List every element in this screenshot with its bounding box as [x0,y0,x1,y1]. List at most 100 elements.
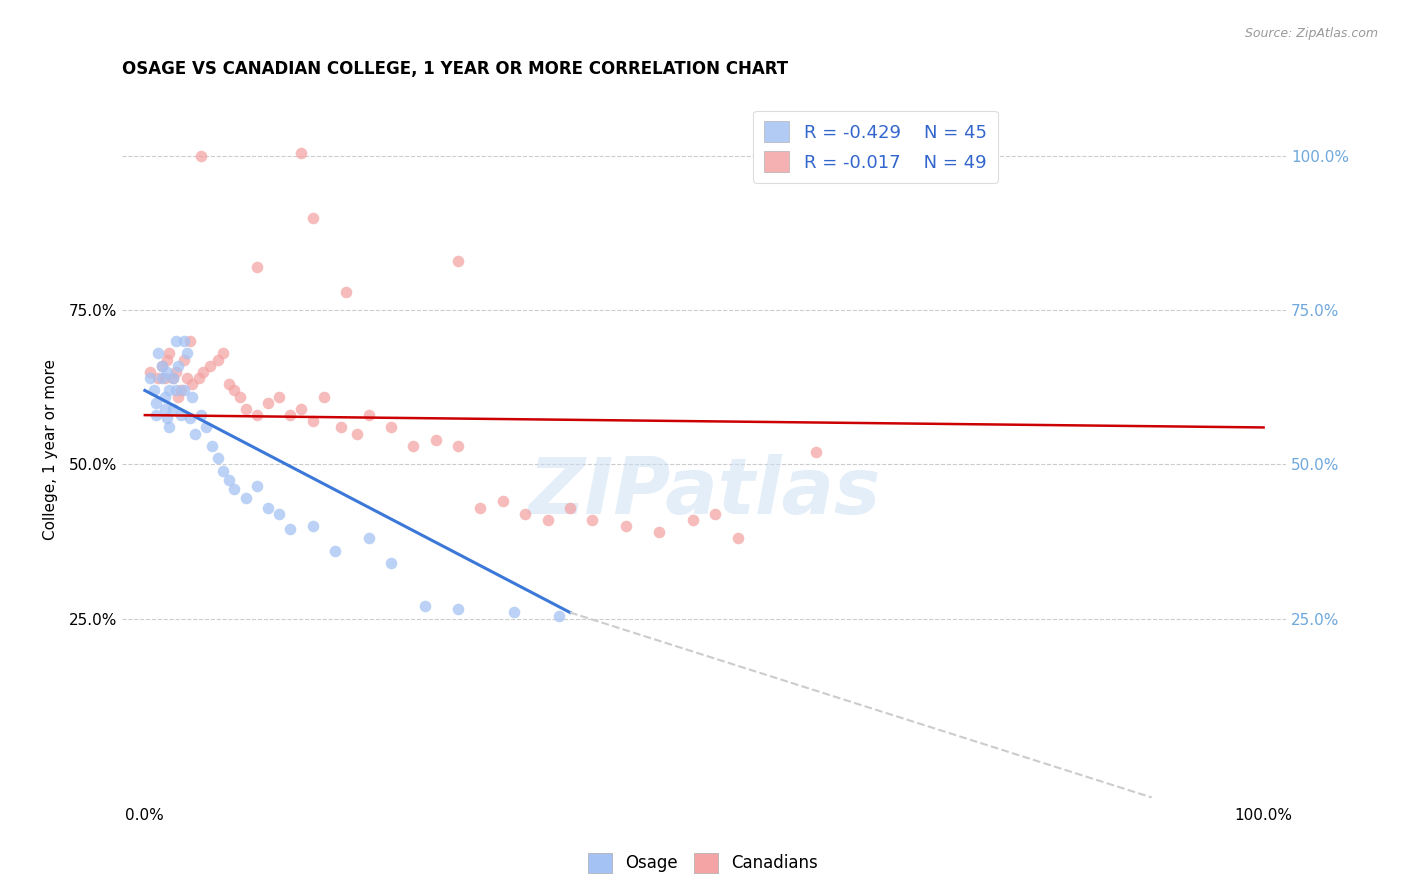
Point [558,500,581,515]
Legend: Osage, Canadians: Osage, Canadians [582,847,824,880]
Point [162,371,184,385]
Point [180,377,202,392]
Point [148,346,170,360]
Point [201,439,224,453]
Point [159,384,181,398]
Point [312,390,335,404]
Point [153,371,176,385]
Point [470,500,492,515]
Point [727,532,749,546]
Point [503,606,526,620]
Point [156,365,179,379]
Point [380,556,402,570]
Point [169,408,191,422]
Point [159,346,181,360]
Point [235,491,257,506]
Point [176,346,198,360]
Point [173,352,195,367]
Point [425,433,447,447]
Point [173,334,195,348]
Point [142,384,165,398]
Point [682,513,704,527]
Point [145,408,167,422]
Point [139,371,162,385]
Point [402,439,425,453]
Point [547,608,569,623]
Point [357,532,380,546]
Point [301,414,323,428]
Point [301,211,323,225]
Point [162,401,184,416]
Point [246,408,269,422]
Text: OSAGE VS CANADIAN COLLEGE, 1 YEAR OR MORE CORRELATION CHART: OSAGE VS CANADIAN COLLEGE, 1 YEAR OR MOR… [122,60,789,78]
Point [165,384,187,398]
Point [380,420,402,434]
Point [614,519,637,533]
Point [159,420,181,434]
Point [581,513,603,527]
Point [165,365,187,379]
Point [162,371,184,385]
Point [212,346,235,360]
Text: ZIPatlas: ZIPatlas [529,453,880,530]
Point [167,390,190,404]
Point [176,371,198,385]
Point [357,408,380,422]
Point [195,420,218,434]
Point [246,260,269,274]
Point [150,371,173,385]
Point [191,365,214,379]
Y-axis label: College, 1 year or more: College, 1 year or more [44,359,58,540]
Point [153,401,176,416]
Point [150,359,173,373]
Point [218,377,240,392]
Point [246,479,269,493]
Point [156,411,179,425]
Point [198,359,221,373]
Point [447,254,470,268]
Point [413,599,436,614]
Point [648,525,671,540]
Point [180,390,202,404]
Point [229,390,252,404]
Point [179,334,201,348]
Point [224,482,246,496]
Point [190,149,212,163]
Point [257,396,280,410]
Point [150,359,173,373]
Point [278,408,301,422]
Point [145,396,167,410]
Point [179,411,201,425]
Point [269,507,291,521]
Point [290,146,312,161]
Point [148,371,170,385]
Point [207,352,229,367]
Point [184,426,207,441]
Point [153,390,176,404]
Point [536,513,558,527]
Point [278,522,301,536]
Point [139,365,162,379]
Point [447,602,470,616]
Point [167,359,190,373]
Point [165,334,187,348]
Point [290,401,312,416]
Point [447,439,470,453]
Point [515,507,537,521]
Point [704,507,727,521]
Point [335,285,357,299]
Point [212,464,235,478]
Point [346,426,368,441]
Point [492,494,515,508]
Point [224,384,246,398]
Point [156,352,179,367]
Point [173,384,195,398]
Point [235,401,257,416]
Point [804,445,827,459]
Point [218,473,240,487]
Text: Source: ZipAtlas.com: Source: ZipAtlas.com [1244,27,1378,40]
Point [207,451,229,466]
Point [269,390,291,404]
Point [301,519,323,533]
Point [190,408,212,422]
